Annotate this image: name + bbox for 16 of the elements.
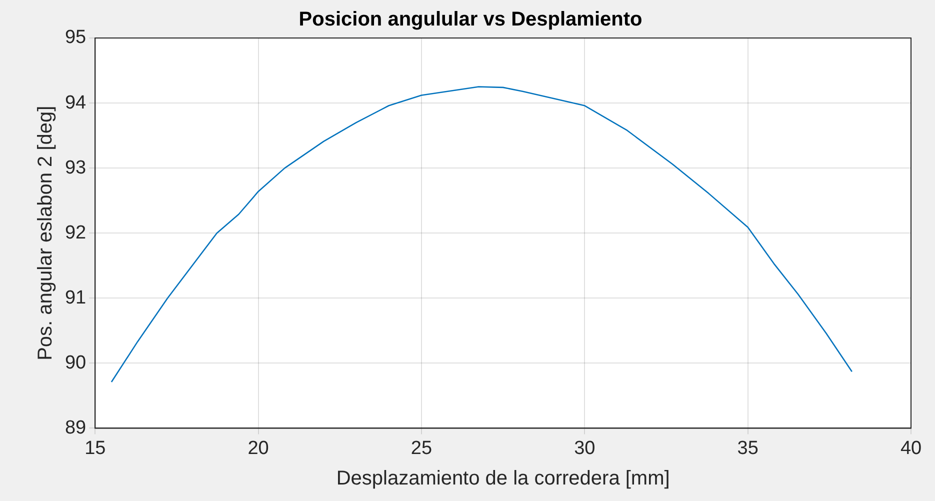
- x-tick-label: 30: [574, 438, 596, 459]
- y-tick-label: 92: [64, 222, 86, 244]
- x-tick-label: 35: [737, 438, 758, 459]
- x-tick-label: 20: [248, 438, 269, 459]
- y-axis-title: Pos. angular eslabon 2 [deg]: [34, 106, 57, 360]
- y-tick-label: 94: [64, 92, 87, 114]
- x-tick-label: 15: [84, 438, 106, 459]
- x-tick-label: 25: [410, 438, 432, 459]
- x-tick-label: 40: [900, 438, 922, 459]
- y-tick-label: 89: [64, 417, 86, 438]
- chart-title: Posicion angulular vs Desplamiento: [298, 8, 642, 31]
- y-tick-label: 95: [64, 27, 86, 48]
- y-tick-label: 93: [64, 157, 86, 178]
- y-tick-label: 91: [64, 287, 86, 308]
- y-tick-label: 90: [64, 352, 86, 374]
- x-axis-title: Desplazamiento de la corredera [mm]: [336, 468, 670, 490]
